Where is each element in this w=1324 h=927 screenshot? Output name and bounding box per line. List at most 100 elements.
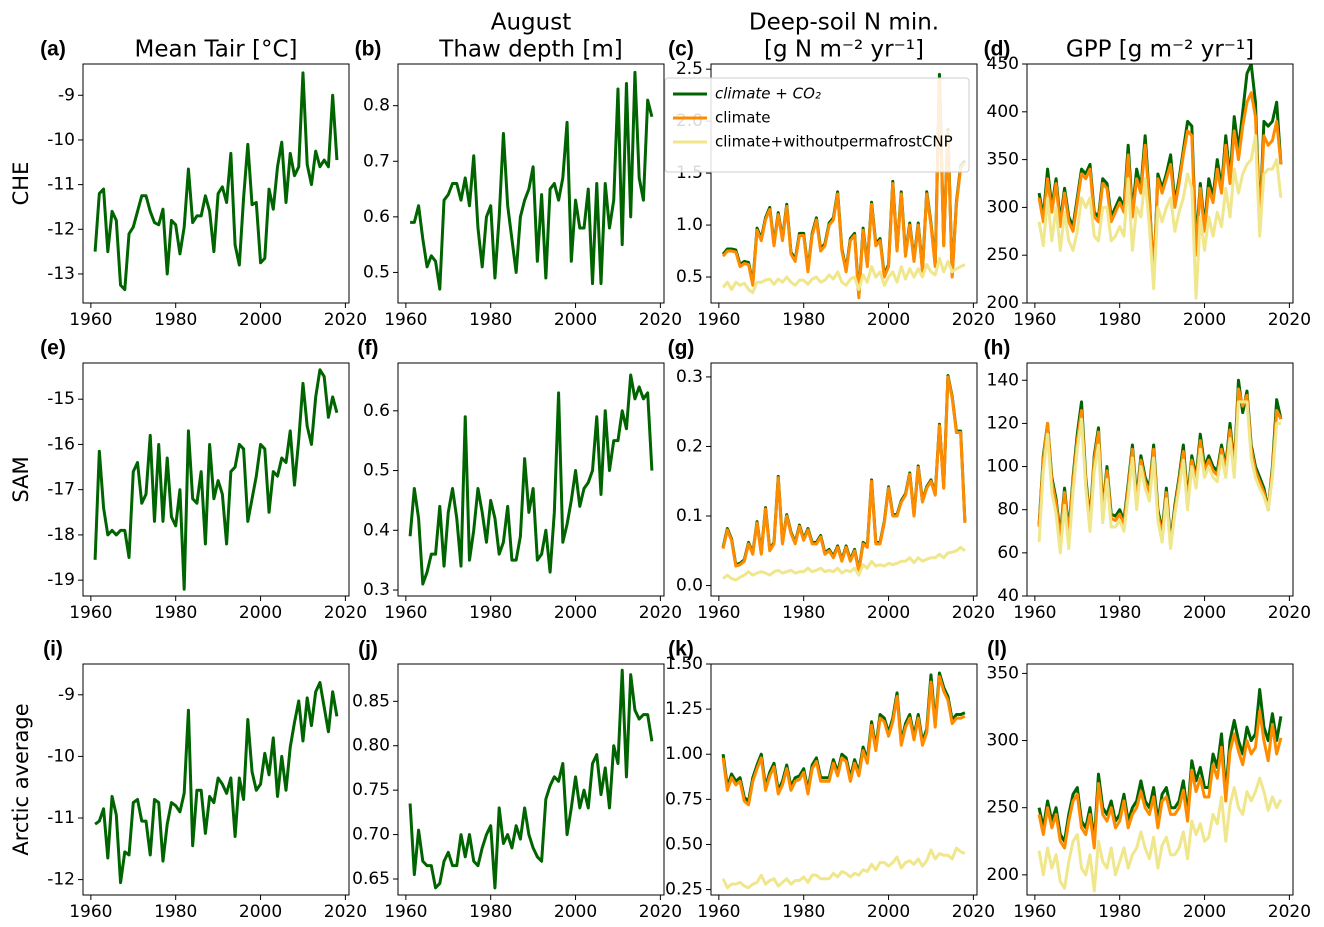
- x-tick-label: 2000: [1183, 603, 1226, 623]
- panel: 1960 1980 2000 2020 -19 -18 -17 -16 -15 (e): [40, 337, 367, 623]
- y-tick-label: 40: [997, 586, 1019, 606]
- y-tick-label: 60: [997, 543, 1019, 563]
- y-tick-label: -12: [47, 219, 75, 239]
- panel-label: (b): [355, 38, 382, 61]
- x-tick-label: 1980: [154, 603, 197, 623]
- y-tick-label: -9: [58, 85, 75, 105]
- plot-area: [93, 368, 339, 591]
- series-line: [1037, 776, 1283, 893]
- panel: 19601980200020200.51.01.52.02.5(c)climat…: [664, 38, 995, 330]
- column-title: [g N m⁻² yr⁻¹]: [764, 37, 924, 63]
- y-tick-label: 350: [987, 150, 1019, 170]
- panel: 1960 1980 2000 2020 0.3 0.4 0.5 0.6 (f): [358, 337, 683, 623]
- legend-label: climate + CO₂: [715, 85, 821, 103]
- y-tick-label: 0.80: [352, 736, 390, 756]
- y-tick-label: 300: [987, 197, 1019, 217]
- panel-label: (c): [668, 38, 694, 61]
- y-tick-label: 0.25: [665, 880, 703, 900]
- y-tick-label: 1.50: [665, 654, 703, 674]
- y-tick-label: -11: [47, 175, 75, 195]
- plot-area: [408, 668, 654, 890]
- axes-frame: [397, 63, 665, 304]
- y-tick-label: 0.5: [676, 267, 703, 287]
- panel-label: (k): [668, 638, 694, 661]
- y-tick-label: 400: [987, 102, 1019, 122]
- x-tick-label: 1960: [697, 310, 740, 330]
- x-tick-label: 2020: [1268, 603, 1311, 623]
- x-tick-label: 2000: [1183, 902, 1226, 922]
- series-line: [410, 70, 654, 291]
- plot-area: [721, 374, 967, 582]
- x-tick-label: 1960: [1013, 603, 1056, 623]
- y-tick-label: 200: [987, 865, 1019, 885]
- x-tick-label: 2000: [239, 603, 282, 623]
- x-tick-label: 1960: [384, 902, 427, 922]
- axes-frame: [1026, 362, 1294, 597]
- y-tick-label: -11: [47, 808, 75, 828]
- x-tick-label: 1980: [469, 603, 512, 623]
- series-line: [93, 368, 339, 591]
- y-tick-label: 1.0: [676, 215, 703, 235]
- y-tick-label: 0.3: [676, 367, 703, 387]
- panel-label: (d): [984, 38, 1011, 61]
- legend-label: climate: [715, 109, 771, 127]
- panel: 1960 1980 2000 2020 200 250 300 350(l): [987, 638, 1311, 922]
- x-tick-label: 1960: [697, 603, 740, 623]
- plot-area: [94, 680, 339, 885]
- x-tick-label: 2020: [952, 902, 995, 922]
- y-tick-label: 0.75: [352, 780, 390, 800]
- x-tick-label: 2000: [239, 902, 282, 922]
- x-tick-label: 2020: [952, 310, 995, 330]
- y-tick-label: 0.75: [665, 789, 703, 809]
- axes-frame: [1026, 663, 1294, 896]
- y-tick-label: 2.5: [676, 59, 703, 79]
- panel: 1960 1980 2000 2020 -13 -12 -11 -10 -9 (a): [40, 38, 367, 330]
- y-tick-label: 0.8: [363, 96, 390, 116]
- axes-frame: [82, 63, 350, 304]
- x-tick-label: 2020: [324, 310, 367, 330]
- x-tick-label: 1980: [154, 310, 197, 330]
- y-tick-label: 100: [987, 457, 1019, 477]
- axes-frame: [82, 663, 350, 896]
- y-tick-label: 0.1: [676, 506, 703, 526]
- y-tick-label: 0.6: [363, 207, 390, 227]
- x-tick-label: 1980: [1098, 902, 1141, 922]
- x-tick-label: 1960: [69, 902, 112, 922]
- series-line: [1037, 91, 1283, 281]
- y-tick-label: 0.4: [363, 520, 390, 540]
- panel-label: (g): [668, 337, 695, 360]
- x-tick-label: 1960: [1013, 902, 1056, 922]
- series-line: [1037, 134, 1283, 300]
- x-tick-label: 1980: [782, 310, 825, 330]
- panel: 1960 1980 2000 2020 -12 -11 -10 -9 (i): [43, 638, 367, 922]
- x-tick-label: 2020: [639, 310, 682, 330]
- row-label: CHE: [9, 162, 33, 206]
- series-line: [721, 846, 966, 890]
- y-tick-label: -10: [47, 130, 75, 150]
- y-tick-label: -17: [47, 480, 75, 500]
- column-title: Deep-soil N min.: [749, 10, 939, 36]
- y-tick-label: -19: [47, 570, 75, 590]
- series-line: [721, 375, 967, 574]
- axes-frame: [397, 362, 665, 597]
- axes-frame: [710, 63, 978, 304]
- row-label: Arctic average: [9, 703, 33, 855]
- x-tick-label: 1980: [1098, 603, 1141, 623]
- y-tick-label: 250: [987, 798, 1019, 818]
- x-tick-label: 1980: [469, 902, 512, 922]
- y-tick-label: 200: [987, 293, 1019, 313]
- legend-label: climate+withoutpermafrostCNP: [715, 133, 953, 151]
- plot-area: [721, 72, 967, 300]
- series-line: [93, 71, 339, 292]
- x-tick-label: 2000: [1183, 310, 1226, 330]
- series-line: [721, 256, 966, 295]
- y-tick-label: -10: [47, 746, 75, 766]
- y-tick-label: 450: [987, 54, 1019, 74]
- x-tick-label: 1960: [69, 603, 112, 623]
- column-title: Thaw depth [m]: [438, 37, 622, 63]
- x-tick-label: 1980: [1098, 310, 1141, 330]
- y-tick-label: -13: [47, 264, 75, 284]
- series-line: [1037, 400, 1281, 555]
- panel: 1960 1980 2000 2020 200 250 300 350 400 450(d): [984, 38, 1311, 330]
- x-tick-label: 2000: [554, 310, 597, 330]
